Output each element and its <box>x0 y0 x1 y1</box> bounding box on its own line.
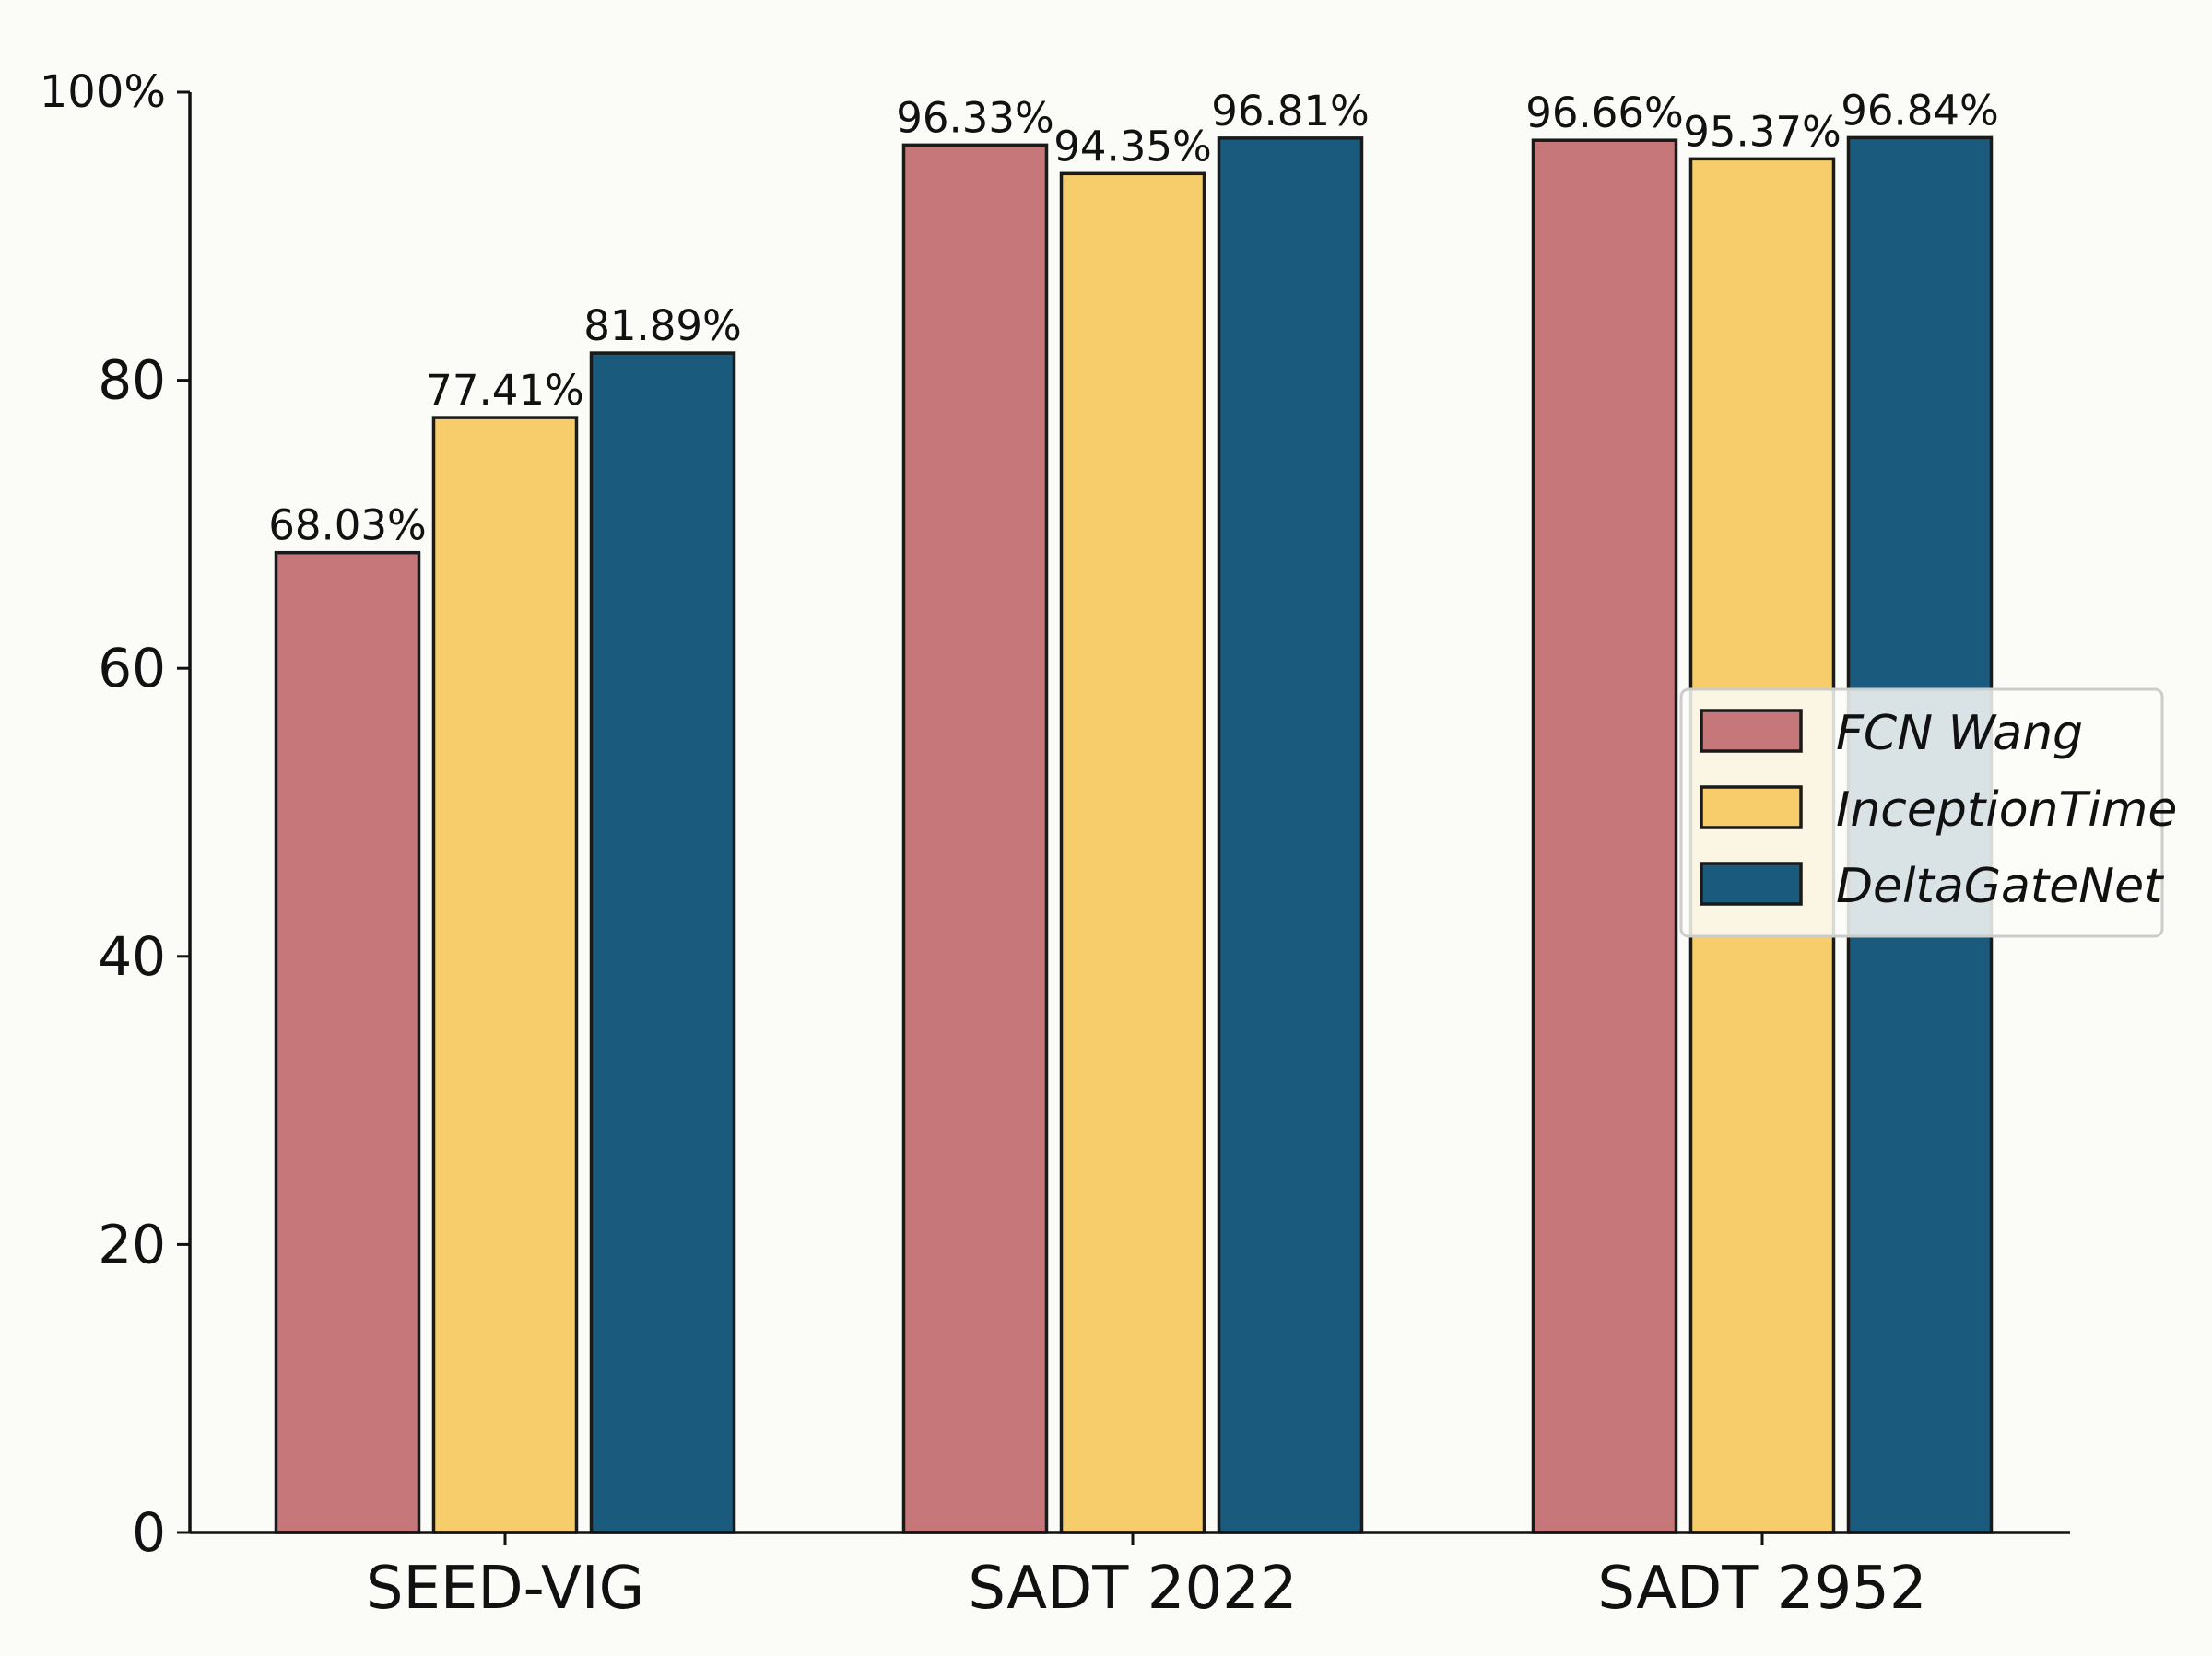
bar-fcn-wang-sadt-2952 <box>1531 138 1678 1534</box>
value-label: 96.66% <box>1525 88 1684 137</box>
y-tick-label: 100% <box>40 66 166 118</box>
y-tick-label: 20 <box>98 1213 166 1275</box>
y-tick-label: 60 <box>98 637 166 699</box>
value-label: 96.84% <box>1841 86 1999 135</box>
value-label: 95.37% <box>1683 107 1841 156</box>
axes-layer: 0 20 40 60 80 100% SEED-VIG SADT 2022 SADT 2952 <box>40 66 2070 1623</box>
y-tick-label: 0 <box>132 1501 166 1564</box>
legend-label: InceptionTime <box>1836 782 2177 838</box>
legend-label: FCN Wang <box>1836 706 2083 761</box>
legend-swatch <box>1700 862 1803 906</box>
legend: FCN Wang InceptionTime DeltaGateNet <box>1679 687 2177 938</box>
legend-swatch <box>1700 785 1803 829</box>
value-labels-layer: 68.03% 96.33% 96.66% 77.41% 94.35% 95.37% 81.8… <box>268 86 1999 549</box>
bar-fcn-wang-seed-vig <box>274 550 421 1534</box>
x-tick-label: SADT 2022 <box>968 1555 1297 1623</box>
y-tick-label: 80 <box>98 349 166 412</box>
bar-deltagatenet-sadt-2022 <box>1217 136 1364 1534</box>
bar-fcn-wang-sadt-2022 <box>901 143 1049 1534</box>
value-label: 94.35% <box>1053 122 1212 170</box>
bar-inceptiontime-sadt-2022 <box>1059 171 1206 1534</box>
bars-layer <box>274 135 1994 1534</box>
legend-label: DeltaGateNet <box>1836 859 2164 914</box>
x-tick-label: SADT 2952 <box>1597 1555 1926 1623</box>
value-label: 68.03% <box>268 501 427 550</box>
value-label: 96.81% <box>1211 87 1370 135</box>
value-label: 96.33% <box>896 93 1054 142</box>
value-label: 77.41% <box>426 366 584 415</box>
value-label: 81.89% <box>583 301 742 350</box>
y-tick-label: 40 <box>98 925 166 988</box>
legend-swatch <box>1700 709 1803 753</box>
bar-deltagatenet-seed-vig <box>589 351 736 1534</box>
x-tick-label: SEED-VIG <box>366 1555 644 1623</box>
bar-inceptiontime-seed-vig <box>431 416 579 1534</box>
